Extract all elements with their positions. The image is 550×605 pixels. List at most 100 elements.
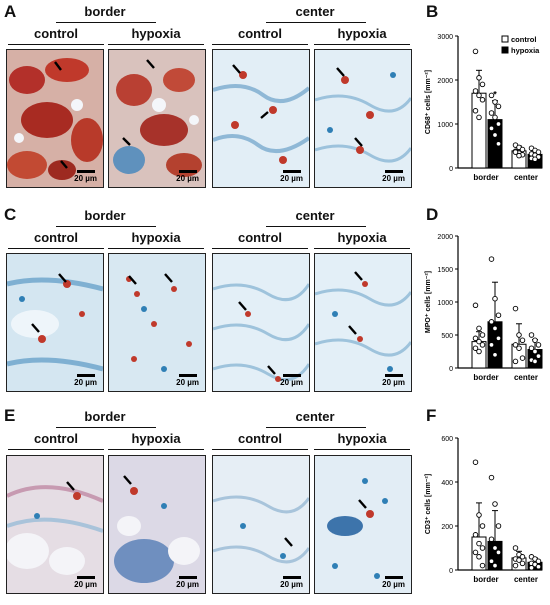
group-rule-border-e (56, 427, 156, 428)
group-rule-border-a (56, 22, 156, 23)
data-point (535, 353, 542, 359)
data-point (472, 345, 479, 351)
data-point (492, 562, 498, 569)
y-tick-label: 1000 (437, 122, 453, 129)
data-point (479, 332, 486, 338)
micrograph-a-border-control: 20 µm (6, 49, 104, 188)
data-point (479, 562, 486, 569)
scale-text-a1: 20 µm (74, 174, 97, 183)
data-point (488, 474, 495, 481)
scale-bar-c4: 20 µm (382, 374, 405, 387)
data-point (535, 563, 542, 570)
data-point (492, 132, 498, 138)
micrograph-a1-art (7, 50, 103, 187)
col-rule-e-2 (108, 449, 204, 450)
data-point (479, 545, 486, 551)
x-tick-label: center (514, 373, 538, 382)
data-point (488, 558, 495, 564)
micrograph-a3-art (213, 50, 309, 187)
micrograph-e-center-control: 20 µm (212, 455, 310, 594)
micrograph-e-border-control: 20 µm (6, 455, 104, 594)
y-tick-label: 2000 (437, 78, 453, 85)
data-point (476, 92, 482, 99)
scale-text-e3: 20 µm (280, 580, 303, 589)
col-rule-e-4 (314, 449, 410, 450)
data-point (472, 108, 479, 114)
col-rule-c-3 (212, 248, 308, 249)
y-axis-label: CD3⁺ cells [mm⁻²] (425, 474, 432, 534)
legend-label-control: control (511, 35, 536, 44)
significance-marker: * (493, 90, 497, 100)
panel-letter-a: A (4, 2, 17, 21)
group-rule-center-a (266, 22, 366, 23)
micrograph-a4-art (315, 50, 411, 187)
data-point (488, 125, 495, 132)
scale-bar-e3: 20 µm (280, 576, 303, 589)
data-point (492, 501, 498, 507)
scale-text-e1: 20 µm (74, 580, 97, 589)
data-point (492, 545, 498, 551)
scale-text-c1: 20 µm (74, 378, 97, 387)
scale-bar-e2: 20 µm (176, 576, 199, 589)
panel-letter-d: D (426, 205, 439, 224)
data-point (495, 523, 502, 529)
data-point (495, 312, 502, 318)
data-point (476, 338, 482, 345)
micrograph-c4-art (315, 254, 411, 391)
data-point (476, 75, 482, 81)
data-point (492, 295, 498, 302)
data-point (512, 342, 519, 348)
y-tick-label: 400 (441, 480, 453, 487)
data-point (528, 565, 535, 571)
x-tick-label: center (514, 173, 538, 182)
data-point (476, 512, 482, 518)
y-tick-label: 1500 (437, 267, 453, 274)
data-point (516, 152, 522, 159)
data-point (476, 540, 482, 547)
data-point (472, 532, 479, 538)
scale-bar-a3: 20 µm (280, 170, 303, 183)
group-title-border-c: border (84, 208, 126, 223)
col-label-e-1: control (33, 431, 79, 446)
data-point (492, 325, 498, 332)
scale-bar-a4: 20 µm (382, 170, 405, 183)
scale-text-e2: 20 µm (176, 580, 199, 589)
x-tick-label: border (473, 373, 498, 382)
data-point (488, 536, 495, 542)
data-point (492, 99, 498, 105)
chart-d: 0 500 1000 1500 2000 MPO⁺ cells [mm⁻²] border c… (420, 228, 548, 398)
data-point (532, 337, 538, 344)
data-point (476, 114, 482, 121)
col-label-e-4: hypoxia (337, 431, 387, 446)
data-point (479, 342, 486, 348)
data-point (472, 335, 479, 342)
data-point (472, 302, 479, 309)
scale-text-a2: 20 µm (176, 174, 199, 183)
data-point (512, 545, 519, 551)
col-rule-a-4 (314, 44, 410, 45)
chart-b: 0 1000 2000 3000 CD68⁺ cells [mm⁻²] border cen… (420, 28, 548, 198)
data-point (492, 114, 498, 121)
col-label-e-2: hypoxia (131, 431, 181, 446)
col-label-a-2: hypoxia (131, 26, 181, 41)
data-point (535, 558, 542, 564)
data-point (472, 88, 479, 94)
group-rule-border-c (56, 226, 156, 227)
scale-text-a4: 20 µm (382, 174, 405, 183)
micrograph-e-border-hypoxia: 20 µm (108, 455, 206, 594)
col-label-c-2: hypoxia (131, 230, 181, 245)
y-tick-label: 1000 (437, 300, 453, 307)
micrograph-a2-art (109, 50, 205, 187)
data-point (495, 335, 502, 342)
data-point (516, 557, 522, 563)
data-point (528, 332, 535, 338)
data-point (472, 549, 479, 556)
micrograph-c1-art (7, 254, 103, 391)
y-tick-label: 0 (449, 568, 453, 575)
chart-b-svg: 0 1000 2000 3000 CD68⁺ cells [mm⁻²] border cen… (425, 34, 543, 182)
micrograph-e2-art (109, 456, 205, 593)
legend-label-hypoxia: hypoxia (511, 46, 540, 55)
data-point (495, 103, 502, 110)
group-title-border-e: border (84, 409, 126, 424)
scale-bar-c3: 20 µm (280, 374, 303, 387)
